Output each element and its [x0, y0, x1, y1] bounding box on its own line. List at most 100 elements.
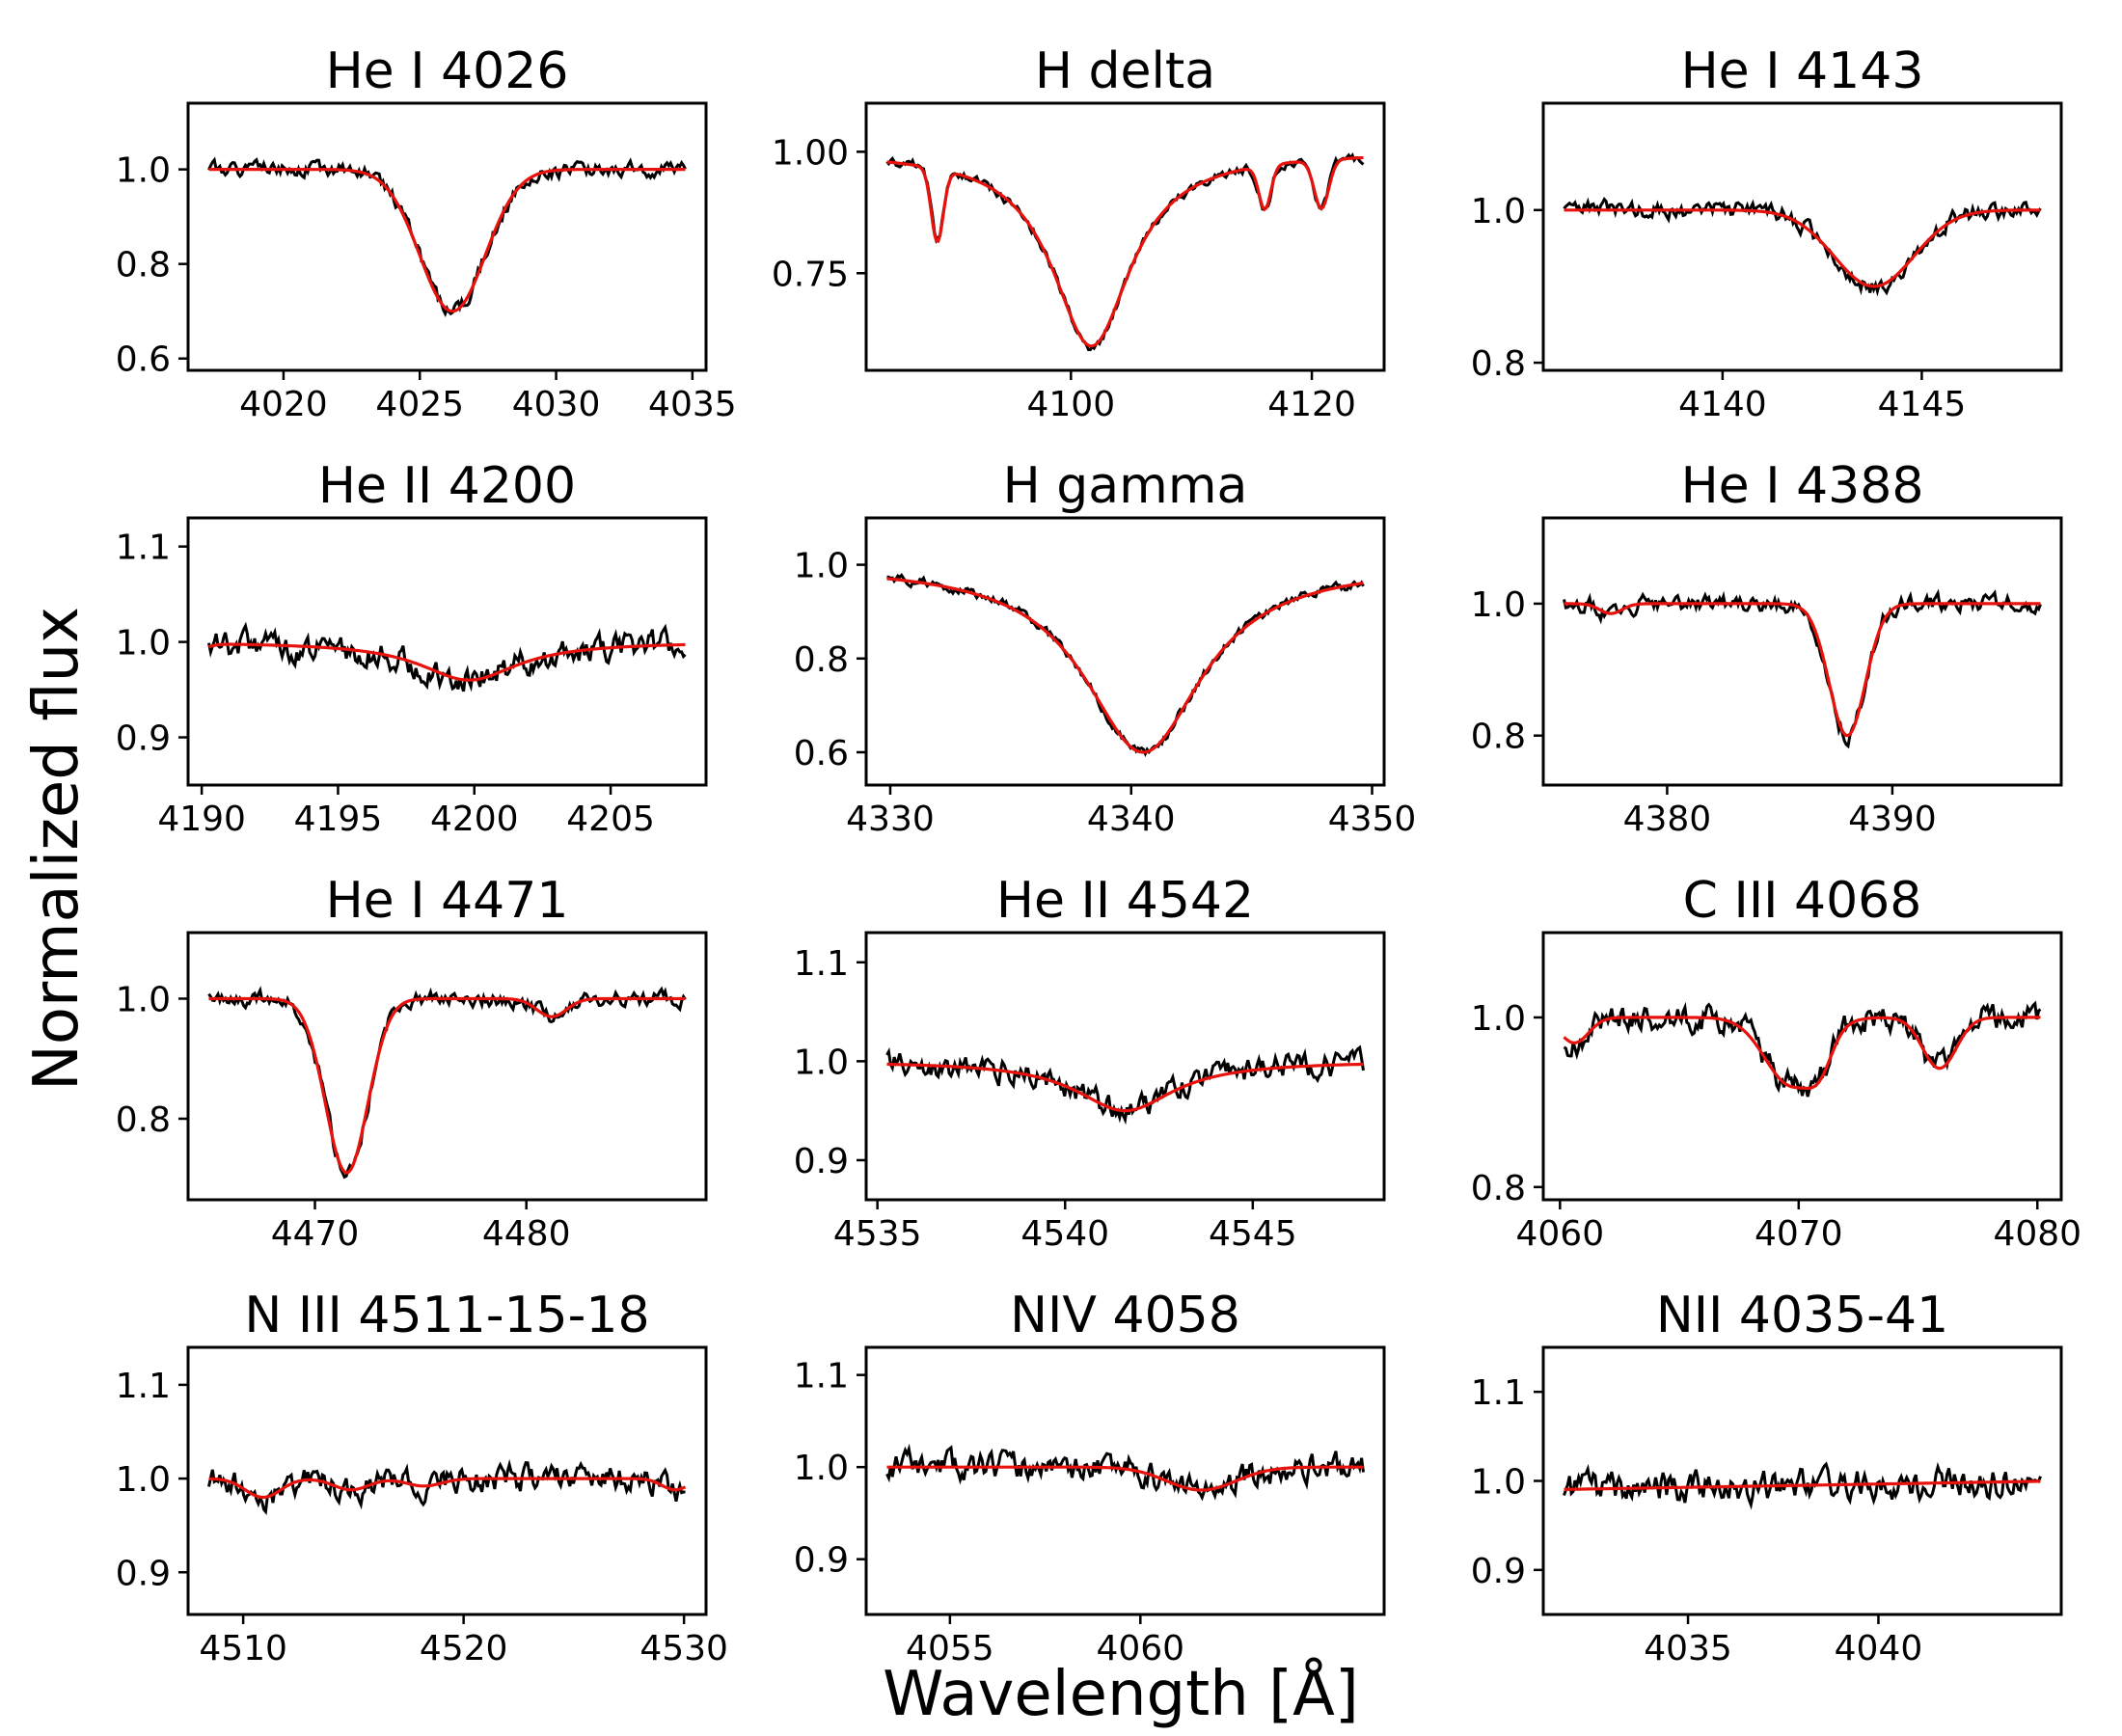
- y-tick-label: 1.0: [1471, 999, 1526, 1039]
- observed-spectrum-line: [1563, 1000, 2042, 1098]
- y-tick-label: 0.6: [794, 734, 849, 773]
- observed-spectrum-line: [1563, 1461, 2042, 1510]
- x-tick-label: 4330: [846, 800, 935, 839]
- panel-7: He I 4471 4470 4480 0.8 1.0: [116, 872, 708, 1254]
- x-tick-label: 4510: [199, 1629, 287, 1668]
- x-tick-label: 4195: [294, 800, 383, 839]
- y-tick-label: 0.8: [794, 640, 849, 680]
- y-tick-label: 0.9: [116, 719, 171, 759]
- panel-6: He I 4388 4380 4390 0.8 1.0: [1471, 457, 2063, 839]
- x-tick-label: 4535: [833, 1214, 922, 1254]
- y-tick-label: 1.1: [794, 1357, 849, 1397]
- model-spectrum-line: [208, 168, 686, 313]
- panel-title: He I 4388: [1681, 457, 1924, 515]
- panel-title: He I 4143: [1681, 42, 1924, 100]
- x-tick-label: 4070: [1755, 1214, 1843, 1254]
- x-tick-label: 4060: [1096, 1629, 1184, 1668]
- panel-2: H delta 4100 4120 0.75 1.00: [772, 42, 1386, 424]
- y-tick-label: 1.0: [794, 1449, 849, 1488]
- x-tick-label: 4140: [1678, 385, 1767, 424]
- panel-frame: [864, 1345, 1386, 1616]
- panel-frame: [864, 101, 1386, 372]
- x-tick-label: 4120: [1267, 385, 1356, 424]
- x-tick-label: 4080: [1993, 1214, 2081, 1254]
- panel-grid: He I 4026 4020 4025 4030 4035 0.6 0.8 1.0 H delt…: [116, 42, 2081, 1668]
- y-tick-label: 1.00: [772, 133, 849, 173]
- panel-frame: [1541, 101, 2063, 372]
- panel-frame: [186, 101, 708, 372]
- y-tick-label: 0.8: [1471, 718, 1526, 757]
- x-tick-label: 4350: [1328, 800, 1417, 839]
- model-spectrum-line: [1564, 1479, 2041, 1491]
- panel-title: H delta: [1035, 42, 1215, 100]
- panel-title: He I 4026: [326, 42, 569, 100]
- model-spectrum-line: [1563, 1016, 2041, 1090]
- observed-spectrum-line: [885, 1044, 1365, 1126]
- y-tick-label: 1.1: [794, 944, 849, 984]
- panel-title: N III 4511-15-18: [244, 1287, 649, 1344]
- panel-title: NIV 4058: [1010, 1287, 1240, 1344]
- y-tick-label: 1.0: [116, 151, 171, 191]
- x-tick-label: 4020: [239, 385, 328, 424]
- y-tick-label: 0.9: [116, 1554, 171, 1593]
- observed-spectrum-line: [207, 1458, 686, 1516]
- x-tick-label: 4390: [1848, 800, 1937, 839]
- observed-spectrum-line: [207, 621, 687, 692]
- x-tick-label: 4530: [639, 1629, 728, 1668]
- panel-frame: [186, 1345, 708, 1616]
- panel-11: NIV 4058 4055 4060 0.9 1.0 1.1: [794, 1287, 1386, 1668]
- panel-frame: [864, 931, 1386, 1202]
- x-tick-label: 4025: [375, 385, 464, 424]
- x-axis-label: Wavelength [Å]: [883, 1657, 1359, 1730]
- panel-1: He I 4026 4020 4025 4030 4035 0.6 0.8 1.0: [116, 42, 737, 424]
- model-spectrum-line: [208, 996, 686, 1175]
- x-tick-label: 4205: [566, 800, 655, 839]
- panel-frame: [1541, 516, 2063, 787]
- y-tick-label: 1.0: [116, 980, 171, 1019]
- observed-spectrum-line: [207, 156, 687, 318]
- x-tick-label: 4190: [157, 800, 246, 839]
- panel-title: He I 4471: [326, 872, 569, 930]
- x-tick-label: 4380: [1623, 800, 1712, 839]
- panel-frame: [186, 516, 708, 787]
- y-tick-label: 0.8: [116, 246, 171, 285]
- panel-3: He I 4143 4140 4145 0.8 1.0: [1471, 42, 2063, 424]
- x-tick-label: 4040: [1835, 1629, 1923, 1668]
- model-spectrum-line: [886, 1062, 1364, 1113]
- y-tick-label: 0.9: [1471, 1552, 1526, 1591]
- x-tick-label: 4540: [1020, 1214, 1109, 1254]
- panel-5: H gamma 4330 4340 4350 0.6 0.8 1.0: [794, 457, 1417, 839]
- y-tick-label: 0.9: [794, 1541, 849, 1581]
- panel-title: NII 4035-41: [1656, 1287, 1948, 1344]
- panel-4: He II 4200 4190 4195 4200 4205 0.9 1.0 1.1: [116, 457, 708, 839]
- model-spectrum-line: [208, 1477, 687, 1500]
- observed-spectrum-line: [885, 1443, 1365, 1502]
- y-tick-label: 0.8: [116, 1100, 171, 1140]
- observed-spectrum-line: [885, 151, 1365, 352]
- y-tick-label: 0.8: [1471, 344, 1526, 384]
- x-tick-label: 4060: [1516, 1214, 1605, 1254]
- x-tick-label: 4035: [1644, 1629, 1732, 1668]
- x-tick-label: 4520: [420, 1629, 508, 1668]
- panel-title: He II 4200: [318, 457, 576, 515]
- model-spectrum-line: [886, 1465, 1364, 1492]
- model-spectrum-line: [1564, 602, 2041, 738]
- x-tick-label: 4545: [1209, 1214, 1297, 1254]
- panel-title: H gamma: [1003, 457, 1248, 515]
- x-tick-label: 4480: [482, 1214, 571, 1254]
- y-axis-label: Normalized flux: [21, 607, 93, 1091]
- y-tick-label: 1.0: [1471, 585, 1526, 625]
- model-spectrum-line: [1564, 208, 2041, 288]
- y-tick-label: 0.6: [116, 340, 171, 380]
- panel-9: C III 4068 4060 4070 4080 0.8 1.0: [1471, 872, 2081, 1254]
- x-tick-label: 4200: [430, 800, 519, 839]
- panel-8: He II 4542 4535 4540 4545 0.9 1.0 1.1: [794, 872, 1386, 1254]
- x-tick-label: 4100: [1026, 385, 1115, 424]
- panel-12: NII 4035-41 4035 4040 0.9 1.0 1.1: [1471, 1287, 2063, 1668]
- panel-frame: [864, 516, 1386, 787]
- y-tick-label: 1.0: [116, 624, 171, 664]
- y-tick-label: 1.0: [1471, 192, 1526, 231]
- x-tick-label: 4470: [271, 1214, 360, 1254]
- panel-title: C III 4068: [1683, 872, 1922, 930]
